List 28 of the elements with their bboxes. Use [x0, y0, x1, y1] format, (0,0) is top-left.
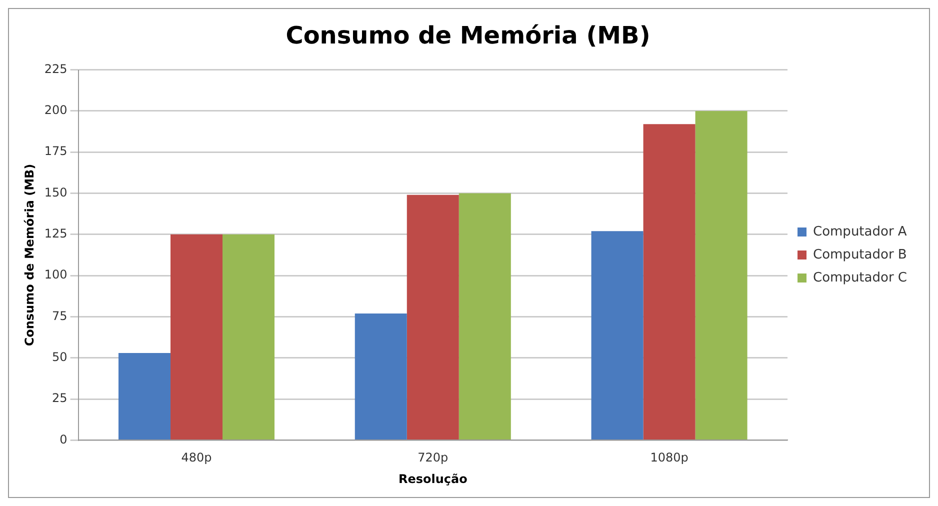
y-tick-label: 225	[44, 62, 68, 76]
bar	[170, 234, 223, 440]
y-tick-label: 150	[44, 185, 68, 200]
legend-label: Computador B	[812, 247, 907, 262]
bar	[406, 194, 459, 440]
y-tick-label: 125	[44, 226, 68, 241]
bar	[591, 231, 644, 440]
y-tick-label: 175	[44, 144, 68, 158]
bar	[222, 234, 275, 440]
y-tick-label: 50	[52, 350, 68, 364]
y-tick-label: 0	[60, 432, 68, 446]
y-tick-label: 25	[52, 391, 68, 406]
x-axis-title: Resolução	[398, 472, 468, 486]
bar	[458, 193, 511, 440]
legend-label: Computador C	[812, 270, 908, 286]
x-tick-label: 720p	[418, 450, 448, 465]
legend-label: Computador A	[812, 224, 907, 240]
bar	[354, 313, 407, 440]
y-tick-label: 200	[44, 103, 68, 118]
chart-title: Consumo de Memória (MB)	[286, 22, 650, 50]
x-tick-label: 1080p	[650, 450, 688, 465]
bar	[118, 352, 170, 440]
y-axis-title: Consumo de Memória (MB)	[22, 164, 36, 346]
bar	[643, 124, 696, 440]
bar	[695, 110, 748, 440]
y-tick-label: 75	[52, 308, 68, 323]
y-tick-label: 100	[44, 268, 68, 282]
x-tick-label: 480p	[181, 450, 212, 465]
